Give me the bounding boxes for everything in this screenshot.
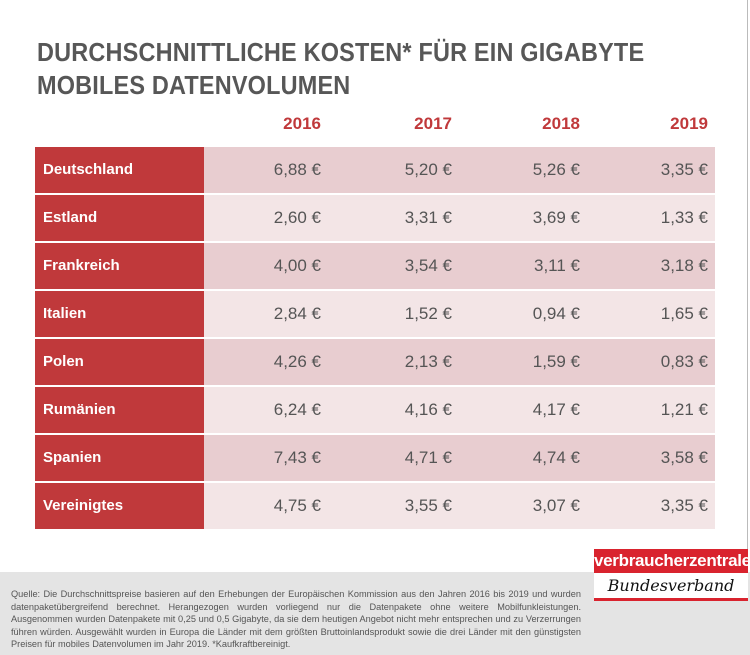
value-cell-2018: 4,74 € (532, 448, 580, 467)
value-cell-2019: 0,83 € (660, 352, 708, 371)
value-cell-2017: 4,16 € (404, 400, 452, 419)
value-cell-2018: 3,69 € (532, 208, 580, 227)
country-label: Italien (35, 291, 204, 337)
country-label: Polen (35, 339, 204, 385)
value-cell-2017: 4,71 € (404, 448, 452, 467)
value-cell-2017: 3,54 € (404, 256, 452, 275)
logo-subtitle: Bundesverband (594, 573, 748, 601)
value-cell-2018: 3,11 € (533, 256, 580, 275)
year-header-2016: 2016 (283, 114, 321, 133)
value-cell-2019: 1,33 € (660, 208, 708, 227)
table-row: Polen 4,26 € 2,13 € 1,59 € 0,83 € (35, 339, 715, 385)
value-cell-2019: 3,18 € (660, 256, 708, 275)
value-cells: 6,88 € 5,20 € 5,26 € 3,35 € (204, 147, 715, 193)
title-line-1: DURCHSCHNITTLICHE KOSTEN* FÜR EIN GIGABY… (37, 39, 645, 67)
value-cells: 4,75 € 3,55 € 3,07 € 3,35 € (204, 483, 715, 529)
table-row: Vereinigtes Königreich 4,75 € 3,55 € 3,07 €… (35, 483, 715, 560)
value-cell-2018: 1,59 € (532, 352, 580, 371)
table-row: Italien 2,84 € 1,52 € 0,94 € 1,65 € (35, 291, 715, 337)
value-cell-2019: 1,21 € (660, 400, 708, 419)
value-cell-2017: 3,31 € (404, 208, 452, 227)
frame-edge (747, 0, 748, 550)
value-cell-2017: 1,52 € (404, 304, 452, 323)
value-cell-2016: 7,43 € (273, 448, 321, 467)
value-cell-2017: 5,20 € (404, 160, 452, 179)
value-cells: 7,43 € 4,71 € 4,74 € 3,58 € (204, 435, 715, 481)
year-header-2017: 2017 (414, 114, 452, 133)
page-title: DURCHSCHNITTLICHE KOSTEN* FÜR EIN GIGABY… (37, 37, 644, 103)
year-header-2018: 2018 (542, 114, 580, 133)
value-cell-2016: 6,88 € (273, 160, 321, 179)
value-cell-2018: 0,94 € (532, 304, 580, 323)
country-label: Rumänien (35, 387, 204, 433)
source-note: Quelle: Die Durchschnittspreise basieren… (11, 589, 581, 649)
value-cell-2019: 3,58 € (660, 448, 708, 467)
value-cell-2017: 3,55 € (404, 496, 452, 515)
value-cell-2018: 5,26 € (532, 160, 580, 179)
cost-table: Deutschland 6,88 € 5,20 € 5,26 € 3,35 € Estla… (35, 147, 715, 560)
country-label: Vereinigtes Königreich (35, 483, 204, 560)
value-cell-2017: 2,13 € (404, 352, 452, 371)
value-cell-2016: 6,24 € (273, 400, 321, 419)
table-row: Spanien 7,43 € 4,71 € 4,74 € 3,58 € (35, 435, 715, 481)
value-cell-2016: 4,00 € (273, 256, 321, 275)
year-header-2019: 2019 (670, 114, 708, 133)
title-line-2: MOBILES DATENVOLUMEN (37, 72, 351, 100)
value-cell-2019: 3,35 € (660, 496, 708, 515)
value-cell-2016: 2,60 € (273, 208, 321, 227)
country-label: Frankreich (35, 243, 204, 289)
value-cell-2019: 1,65 € (660, 304, 708, 323)
value-cell-2016: 4,75 € (273, 496, 321, 515)
value-cell-2016: 2,84 € (273, 304, 321, 323)
value-cell-2016: 4,26 € (273, 352, 321, 371)
logo: verbraucherzentrale (594, 549, 750, 573)
value-cell-2019: 3,35 € (660, 160, 708, 179)
country-label: Deutschland (35, 147, 204, 193)
value-cells: 4,00 € 3,54 € 3,11 € 3,18 € (204, 243, 715, 289)
country-label: Estland (35, 195, 204, 241)
table-row: Deutschland 6,88 € 5,20 € 5,26 € 3,35 € (35, 147, 715, 193)
value-cell-2018: 3,07 € (532, 496, 580, 515)
value-cells: 2,60 € 3,31 € 3,69 € 1,33 € (204, 195, 715, 241)
table-row: Estland 2,60 € 3,31 € 3,69 € 1,33 € (35, 195, 715, 241)
value-cells: 2,84 € 1,52 € 0,94 € 1,65 € (204, 291, 715, 337)
value-cells: 6,24 € 4,16 € 4,17 € 1,21 € (204, 387, 715, 433)
value-cells: 4,26 € 2,13 € 1,59 € 0,83 € (204, 339, 715, 385)
table-row: Frankreich 4,00 € 3,54 € 3,11 € 3,18 € (35, 243, 715, 289)
country-label: Spanien (35, 435, 204, 481)
table-row: Rumänien 6,24 € 4,16 € 4,17 € 1,21 € (35, 387, 715, 433)
value-cell-2018: 4,17 € (532, 400, 580, 419)
